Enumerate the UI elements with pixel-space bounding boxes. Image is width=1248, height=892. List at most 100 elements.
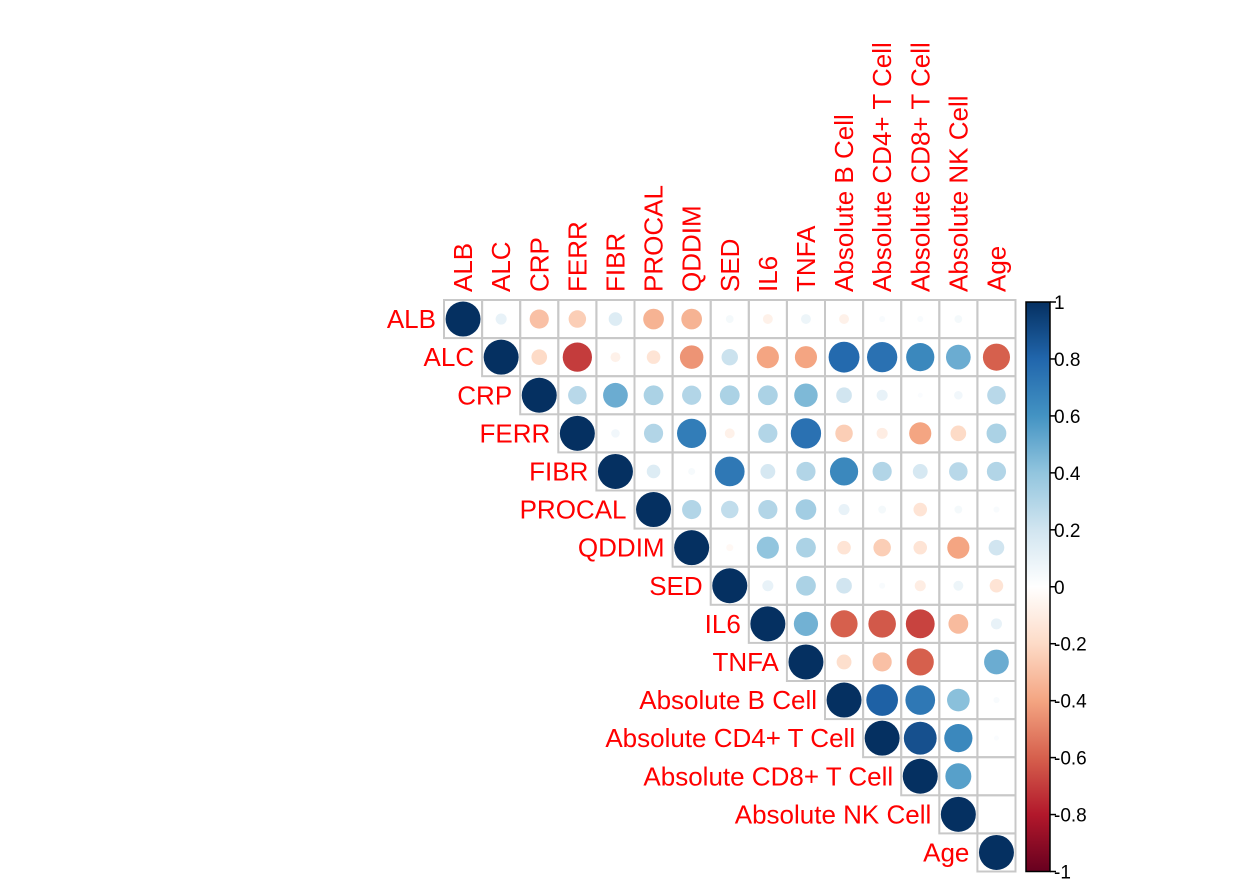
row-label-procal: PROCAL: [520, 495, 627, 525]
corr-circle-sed-il6: [762, 580, 774, 592]
colorbar-tick-label: -0.4: [1054, 692, 1087, 713]
corr-circle-ferr-il6: [758, 423, 778, 443]
corr-circle-alc-tnfa: [794, 346, 818, 369]
corr-circle-alb-sed: [725, 315, 734, 323]
corr-circle-crp-ferr: [568, 385, 587, 405]
colorbar-gradient: [1025, 301, 1051, 873]
corr-circle-alb-absolute-cd8-t-cell: [917, 316, 924, 323]
corr-circle-sed-sed: [712, 568, 748, 604]
corr-circle-alb-qddim: [681, 308, 703, 330]
corr-circle-fibr-tnfa: [796, 461, 816, 482]
col-label-fibr: FIBR: [600, 233, 630, 292]
corr-circle-absolute-nk-cell-absolute-nk-cell: [940, 796, 976, 832]
corr-circle-ferr-qddim: [677, 418, 707, 448]
corr-circle-il6-absolute-cd4-t-cell: [868, 610, 896, 638]
corr-circle-procal-absolute-b-cell: [838, 504, 850, 516]
corr-circle-procal-absolute-cd4-t-cell: [878, 505, 887, 514]
corr-circle-crp-age: [987, 385, 1006, 405]
row-label-qddim: QDDIM: [578, 533, 665, 563]
cell-absolute-cd8-t-cell-age: [976, 756, 1017, 797]
row-label-absolute-b-cell: Absolute B Cell: [639, 685, 817, 715]
corr-circle-sed-tnfa: [796, 575, 816, 596]
row-label-il6: IL6: [705, 609, 741, 639]
corr-circle-crp-absolute-b-cell: [836, 387, 852, 404]
corr-circle-qddim-tnfa: [796, 537, 816, 558]
corr-circle-tnfa-tnfa: [788, 644, 824, 680]
corr-circle-qddim-qddim: [674, 530, 710, 566]
corr-circle-alc-procal: [646, 350, 661, 364]
row-label-alb: ALB: [387, 304, 436, 334]
corr-circle-tnfa-absolute-cd8-t-cell: [906, 648, 934, 676]
col-label-procal: PROCAL: [639, 185, 669, 292]
corr-circle-alb-absolute-cd4-t-cell: [879, 316, 886, 323]
corr-circle-alb-procal: [643, 308, 664, 330]
corr-circle-ferr-absolute-nk-cell: [950, 425, 967, 442]
row-label-ferr: FERR: [480, 418, 551, 448]
corr-circle-crp-crp: [521, 377, 557, 413]
corr-circle-absolute-b-cell-age: [993, 697, 1000, 704]
corr-circle-alb-crp: [529, 309, 549, 329]
col-label-alb: ALB: [448, 243, 478, 292]
col-label-absolute-cd4-t-cell: Absolute CD4+ T Cell: [867, 42, 897, 292]
corr-circle-procal-absolute-nk-cell: [954, 505, 963, 514]
corr-circle-sed-age: [989, 578, 1004, 593]
corr-circle-crp-absolute-cd4-t-cell: [876, 389, 888, 401]
corr-circle-fibr-age: [986, 461, 1007, 482]
corr-circle-il6-absolute-nk-cell: [948, 613, 969, 634]
corr-circle-qddim-absolute-cd4-t-cell: [873, 538, 891, 557]
corr-circle-absolute-cd4-t-cell-age: [993, 735, 999, 741]
colorbar-tick-label: -0.6: [1054, 749, 1087, 770]
col-label-ferr: FERR: [562, 221, 592, 292]
corr-circle-procal-il6: [758, 499, 778, 520]
row-label-absolute-cd4-t-cell: Absolute CD4+ T Cell: [605, 723, 855, 753]
corr-circle-ferr-absolute-cd4-t-cell: [876, 427, 888, 439]
corr-circle-fibr-absolute-cd4-t-cell: [872, 461, 892, 482]
corr-circle-age-age: [978, 834, 1014, 870]
corr-circle-alc-il6: [756, 346, 779, 369]
corr-circle-tnfa-age: [984, 649, 1009, 675]
colorbar-tick-label: 0.6: [1054, 407, 1080, 428]
row-label-absolute-cd8-t-cell: Absolute CD8+ T Cell: [643, 761, 893, 791]
col-label-qddim: QDDIM: [677, 205, 707, 292]
corr-circle-alb-il6: [762, 314, 773, 324]
corr-circle-il6-tnfa: [793, 611, 819, 636]
corr-circle-procal-age: [993, 506, 1000, 513]
corr-circle-qddim-sed: [726, 544, 734, 552]
corr-circle-alc-ferr: [562, 342, 592, 372]
corr-circle-qddim-absolute-cd8-t-cell: [913, 540, 928, 555]
corr-circle-qddim-age: [988, 539, 1005, 556]
corr-circle-alb-tnfa: [801, 314, 811, 324]
correlation-circles: [445, 301, 1014, 870]
colorbar-tick-label: -0.2: [1054, 635, 1087, 656]
corr-circle-crp-fibr: [603, 382, 628, 408]
corr-circle-crp-procal: [643, 385, 664, 406]
corr-circle-crp-sed: [719, 385, 740, 406]
corr-circle-il6-age: [990, 618, 1002, 630]
col-label-tnfa: TNFA: [791, 225, 821, 292]
corr-circle-ferr-absolute-cd8-t-cell: [909, 422, 932, 445]
corr-circle-fibr-absolute-cd8-t-cell: [912, 464, 928, 479]
corr-circle-tnfa-absolute-b-cell: [836, 654, 852, 670]
corr-circle-alb-absolute-b-cell: [839, 314, 849, 324]
corr-circle-absolute-b-cell-absolute-cd8-t-cell: [905, 685, 936, 715]
col-label-age: Age: [981, 246, 1011, 292]
corr-circle-alc-absolute-b-cell: [828, 341, 860, 373]
corr-circle-alb-alb: [445, 301, 481, 337]
corr-circle-procal-tnfa: [795, 499, 817, 520]
colorbar-tick-label: 0.4: [1054, 464, 1081, 485]
corr-circle-absolute-cd8-t-cell-absolute-nk-cell: [945, 763, 972, 790]
col-label-crp: CRP: [524, 237, 554, 292]
corr-circle-crp-il6: [757, 385, 778, 406]
corr-circle-sed-absolute-nk-cell: [953, 580, 964, 591]
corr-circle-alc-crp: [531, 349, 548, 365]
corr-circle-ferr-tnfa: [790, 418, 822, 449]
colorbar-tick-label: 1: [1054, 293, 1065, 314]
corr-circle-fibr-sed: [714, 456, 745, 487]
corr-circle-alc-age: [982, 343, 1011, 371]
corr-circle-alb-fibr: [608, 312, 623, 326]
corr-circle-alb-absolute-nk-cell: [954, 315, 963, 323]
corr-circle-alc-absolute-cd8-t-cell: [906, 343, 935, 372]
corr-circle-fibr-il6: [760, 464, 776, 479]
corr-circle-ferr-sed: [724, 428, 735, 439]
